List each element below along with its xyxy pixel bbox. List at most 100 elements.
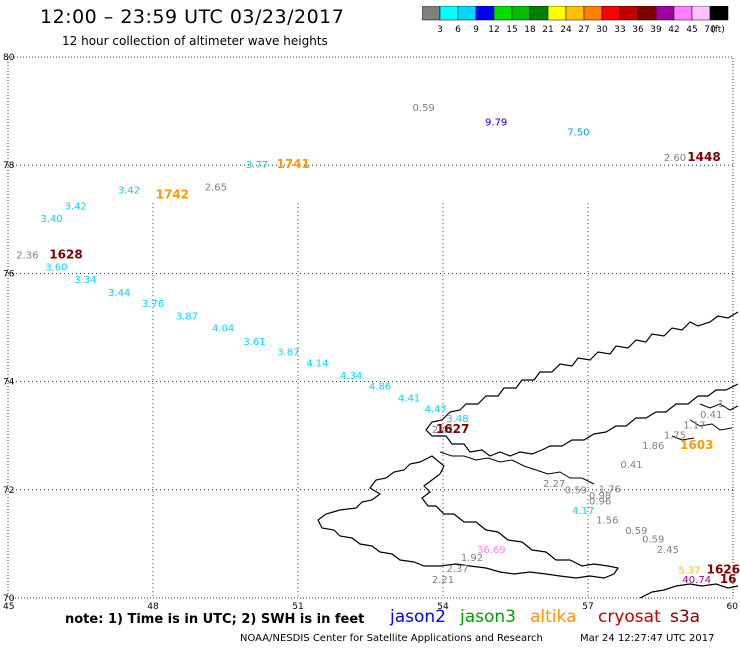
- wave-height-value: 0.59: [413, 103, 435, 114]
- wave-height-value: 3.61: [243, 337, 265, 348]
- coastline-south-island: [317, 455, 619, 579]
- coastline-mainland-southeast: [639, 583, 739, 599]
- wave-height-value: 7.50: [567, 127, 589, 138]
- wave-height-value: 3.42: [118, 185, 140, 196]
- wave-height-observations: 0.599.797.502.603.772.653.423.423.402.36…: [16, 103, 724, 586]
- y-tick-label: 74: [3, 378, 15, 388]
- wave-height-value: 3.40: [40, 214, 62, 225]
- footer-note: note: 1) Time is in UTC; 2) SWH is in fe…: [65, 612, 365, 627]
- wave-height-value: 3.87: [176, 311, 198, 322]
- wave-height-value: 0.59: [565, 486, 587, 497]
- wave-height-value: 0.59: [625, 526, 647, 537]
- wave-height-value: 4.17: [572, 506, 594, 517]
- wave-height-value: 2.36: [16, 250, 38, 261]
- colorbar-unit: (ft): [711, 25, 725, 34]
- coastline-islets-east: [671, 403, 739, 441]
- wave-height-value: 2.21: [432, 575, 454, 586]
- coastline-novaya-zemlya: [317, 311, 739, 599]
- colorbar-swatch: [709, 6, 729, 21]
- coastline-strait: [439, 451, 595, 485]
- y-tick-label: 78: [3, 161, 15, 171]
- map-subtitle: 12 hour collection of altimeter wave hei…: [62, 34, 328, 48]
- wave-height-value: 2.45: [657, 545, 679, 556]
- colorbar-label: 6: [455, 25, 461, 34]
- y-tick-label: 80: [3, 53, 15, 63]
- wave-height-value: 3.76: [142, 299, 164, 310]
- legend-jason3: jason3: [460, 607, 516, 627]
- wave-height-value: 1: [718, 399, 724, 410]
- pass-time-label: 1448: [687, 150, 720, 164]
- map-border: [7, 56, 734, 599]
- colorbar-label: 39: [650, 25, 662, 34]
- pass-time-label: 16: [720, 572, 737, 586]
- wave-height-value: 2.65: [205, 183, 227, 194]
- x-tick-label: 57: [582, 602, 593, 612]
- wave-height-value: 3.42: [65, 202, 87, 213]
- wave-height-value: 3.87: [277, 348, 299, 359]
- legend-jason2: jason2: [390, 607, 446, 627]
- pass-time-label: 1626: [707, 563, 740, 577]
- wave-height-value: 1.56: [596, 515, 618, 526]
- colorbar-label: 12: [488, 25, 499, 34]
- colorbar-label: 24: [560, 25, 572, 34]
- x-tick-label: 51: [292, 602, 303, 612]
- colorbar-label: 70: [704, 25, 716, 34]
- wave-height-value: 1.17: [683, 421, 705, 432]
- wave-height-value: 1.86: [642, 441, 664, 452]
- colorbar-label: 42: [668, 25, 679, 34]
- map-frame: [7, 56, 734, 599]
- wave-height-value: 4.14: [306, 358, 328, 369]
- colorbar-label: 9: [473, 25, 479, 34]
- wave-height-value: 4.34: [340, 371, 362, 382]
- wave-height-value: 2.37: [446, 564, 468, 575]
- wave-height-value: 36.69: [477, 545, 506, 556]
- wave-height-value: 0.59: [642, 534, 664, 545]
- pass-time-label: 1741: [276, 157, 309, 171]
- colorbar-label: 30: [596, 25, 608, 34]
- wave-height-value: 4.04: [212, 323, 234, 334]
- map-title: 12:00 – 23:59 UTC 03/23/2017: [40, 6, 345, 28]
- coastline-north-island: [425, 311, 739, 457]
- legend-altika: altika: [530, 607, 577, 627]
- wave-height-value: 2.27: [543, 479, 565, 490]
- wave-height-value: 0.41: [700, 410, 722, 421]
- colorbar-label: 18: [524, 25, 536, 34]
- wave-height-value: 4.47: [425, 404, 447, 415]
- x-tick-label: 60: [727, 602, 739, 612]
- footer-credit: NOAA/NESDIS Center for Satellite Applica…: [240, 633, 543, 644]
- grid-lines: [8, 164, 733, 598]
- legend-cryosat: cryosat: [598, 607, 661, 627]
- wave-height-value: 3.48: [446, 414, 468, 425]
- wave-height-value: 1.92: [461, 553, 483, 564]
- y-tick-label: 76: [3, 269, 15, 279]
- wave-height-value: 2.60: [664, 153, 686, 164]
- colorbar-label: 27: [578, 25, 589, 34]
- wave-height-value: 4.86: [369, 382, 391, 393]
- wave-height-value: 2.41: [432, 425, 454, 436]
- x-tick-label: 54: [437, 602, 449, 612]
- colorbar-label: 15: [506, 25, 517, 34]
- pass-time-label: 1628: [49, 247, 82, 261]
- wave-height-value: 0.41: [620, 460, 642, 471]
- colorbar-label: 21: [542, 25, 553, 34]
- legend-s3a: s3a: [670, 607, 701, 627]
- pass-time-label: 1603: [680, 438, 713, 452]
- colorbar-label: 36: [632, 25, 644, 34]
- wave-height-value: 3.44: [108, 288, 130, 299]
- x-tick-label: 45: [3, 602, 14, 612]
- pass-time-label: 1627: [436, 422, 469, 436]
- footer-timestamp: Mar 24 12:27:47 UTC 2017: [580, 633, 715, 644]
- wave-height-value: 9.79: [485, 118, 507, 129]
- axis-tick-labels: 45 48 51 54 57 60 70 72 74 76 78 80: [3, 53, 738, 612]
- y-tick-label: 70: [3, 594, 15, 604]
- wave-height-value: 0.98: [589, 491, 611, 502]
- wave-height-colorbar: 3 6 9 12 15 18 21 24 27 30 33 36 39 42 45 70(ft): [422, 6, 729, 34]
- wave-height-value: 3.34: [74, 275, 96, 286]
- wave-height-value: 1.76: [599, 485, 621, 496]
- wave-height-value: 5.37: [678, 566, 700, 577]
- wave-height-value: 3.60: [45, 263, 67, 274]
- wave-height-value: 4.41: [398, 394, 420, 405]
- wave-height-value: 3.77: [246, 160, 268, 171]
